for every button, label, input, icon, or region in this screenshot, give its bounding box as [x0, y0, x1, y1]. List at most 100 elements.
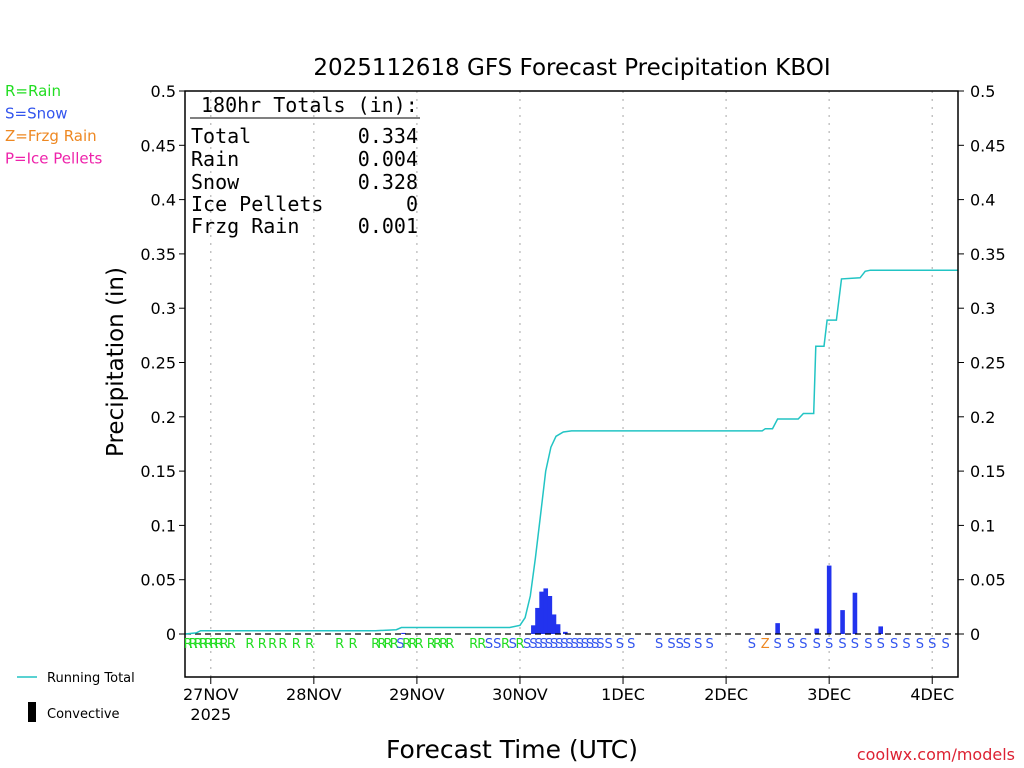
y-tick-label-right: 0.25 — [970, 354, 1006, 373]
y-tick-label-right: 0.1 — [970, 516, 995, 535]
totals-label-total: Total — [191, 124, 251, 148]
x-tick-label: 2DEC — [704, 685, 748, 704]
y-tick-label: 0 — [166, 625, 176, 644]
precip-type-mark: S — [509, 637, 517, 652]
y-tick-label: 0.3 — [151, 299, 176, 318]
precip-type-mark: S — [748, 637, 756, 652]
y-tick-label-right: 0.15 — [970, 462, 1006, 481]
precip-type-mark: R — [377, 637, 386, 652]
precip-type-mark: R — [227, 637, 236, 652]
x-tick-label: 29NOV — [389, 685, 445, 704]
precip-bar — [840, 610, 845, 634]
totals-label-snow: Snow — [191, 170, 240, 194]
x-axis-label: Forecast Time (UTC) — [386, 735, 638, 764]
precip-type-mark: S — [540, 637, 548, 652]
precip-type-mark: R — [214, 637, 223, 652]
x-tick-label: 30NOV — [492, 685, 548, 704]
precip-type-mark: R — [477, 637, 486, 652]
type-legend-entry: P=Ice Pellets — [5, 150, 102, 168]
precip-type-mark: R — [220, 637, 229, 652]
precip-bar — [775, 623, 780, 634]
y-tick-label: 0.25 — [140, 354, 176, 373]
precip-type-mark: R — [402, 637, 411, 652]
y-tick-label: 0.4 — [151, 191, 176, 210]
precip-type-mark: R — [292, 637, 301, 652]
y-tick-label: 0.05 — [140, 571, 176, 590]
totals-value-total: 0.334 — [358, 124, 418, 148]
totals-heading: 180hr Totals (in): — [201, 93, 418, 117]
precip-type-mark: R — [184, 637, 193, 652]
precip-bar — [878, 626, 883, 634]
precip-type-mark: R — [371, 637, 380, 652]
series-legend: Running Total Convective — [17, 671, 135, 722]
precip-type-mark: S — [877, 637, 885, 652]
y-tick-label: 0.15 — [140, 462, 176, 481]
precip-type-mark: R — [384, 637, 393, 652]
precip-bar — [852, 592, 858, 634]
precip-type-mark: S — [565, 637, 573, 652]
totals-value-snow: 0.328 — [358, 170, 418, 194]
precip-type-mark: S — [529, 637, 537, 652]
precip-type-mark: S — [545, 637, 553, 652]
y-tick-label-right: 0.2 — [970, 408, 995, 427]
precip-type-mark: S — [813, 637, 821, 652]
precip-type-mark: S — [787, 637, 795, 652]
precip-type-mark: R — [469, 637, 478, 652]
precip-type-mark: R — [199, 637, 208, 652]
precip-type-mark: R — [501, 637, 510, 652]
precip-bar — [555, 624, 561, 634]
convective-swatch — [28, 702, 36, 722]
precip-type-mark: R — [189, 637, 198, 652]
totals-value-frzg-rain: 0.001 — [358, 214, 418, 238]
plot-frame — [184, 90, 959, 678]
precip-type-mark: S — [550, 637, 558, 652]
precip-type-mark: S — [604, 637, 612, 652]
x-tick-label: 28NOV — [286, 685, 342, 704]
precip-bar — [826, 565, 832, 634]
y-tick-label: 0.2 — [151, 408, 176, 427]
precip-type-mark: Z — [761, 637, 770, 652]
precip-type-mark: S — [864, 637, 872, 652]
y-tick-label-right: 0.45 — [970, 136, 1006, 155]
precip-type-mark: S — [523, 637, 531, 652]
type-legend-entry: S=Snow — [5, 105, 68, 123]
precip-type-mark: R — [515, 637, 524, 652]
precip-type-mark: S — [694, 637, 702, 652]
precip-type-mark: R — [268, 637, 277, 652]
precip-type-mark: S — [396, 637, 404, 652]
precip-type-mark: R — [427, 637, 436, 652]
y-tick-label: 0.35 — [140, 245, 176, 264]
precip-type-mark: R — [335, 637, 344, 652]
precip-bar — [547, 595, 553, 634]
x-tick-label: 4DEC — [910, 685, 954, 704]
precip-type-mark: S — [591, 637, 599, 652]
precip-type-mark: S — [576, 637, 584, 652]
running-total-legend-label: Running Total — [47, 671, 135, 686]
precip-type-mark: R — [408, 637, 417, 652]
precip-type-mark: R — [194, 637, 203, 652]
precip-type-mark: S — [485, 637, 493, 652]
precip-bar — [543, 588, 549, 634]
precip-type-mark: S — [627, 637, 635, 652]
precip-bar — [401, 632, 406, 634]
precip-type-mark: S — [902, 637, 910, 652]
precip-type-mark: S — [851, 637, 859, 652]
precip-type-mark: R — [433, 637, 442, 652]
precip-type-mark: S — [493, 637, 501, 652]
precip-bar — [563, 631, 568, 634]
precip-type-mark: S — [774, 637, 782, 652]
totals-box: 180hr Totals (in): Total 0.334 Rain 0.00… — [190, 93, 420, 238]
totals-value-rain: 0.004 — [358, 147, 418, 171]
x-tick-label: 1DEC — [601, 685, 645, 704]
y-tick-label-right: 0.35 — [970, 245, 1006, 264]
type-legend-entry: R=Rain — [5, 82, 61, 100]
precip-bar — [551, 614, 557, 634]
precip-type-mark: R — [348, 637, 357, 652]
precip-type-mark: S — [555, 637, 563, 652]
y-tick-label-right: 0.05 — [970, 571, 1006, 590]
precip-type-mark: R — [245, 637, 254, 652]
precip-bar — [535, 607, 540, 634]
